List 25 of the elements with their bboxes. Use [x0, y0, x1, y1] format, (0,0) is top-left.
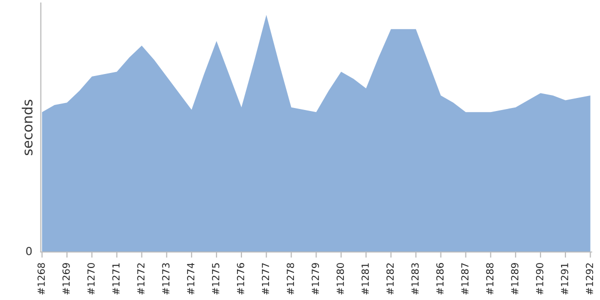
x-tick-label: #1277: [262, 263, 270, 295]
x-tick-label: #1268: [38, 263, 45, 295]
x-tick-label: #1271: [112, 263, 120, 295]
x-tick-label: #1270: [87, 263, 95, 295]
y-axis-title: seconds: [22, 100, 33, 156]
x-tick-label: #1272: [137, 263, 144, 295]
x-tick-label: #1276: [236, 263, 244, 295]
x-tick-label: #1275: [212, 263, 220, 295]
x-tick-label: #1274: [187, 262, 194, 295]
x-tick-label: #1279: [312, 263, 320, 295]
x-tick-label: #1286: [436, 263, 444, 295]
x-tick-label: #1273: [162, 263, 170, 295]
x-tick-label: #1280: [336, 263, 344, 295]
x-tick-label: #1269: [62, 263, 70, 295]
x-tick-label: #1288: [486, 263, 494, 295]
x-tick-label: #1278: [286, 263, 294, 295]
x-tick-label: #1292: [586, 263, 594, 295]
x-tick-label: #1290: [536, 263, 544, 295]
x-tick-label: #1291: [560, 263, 568, 295]
x-tick-label: #1282: [386, 263, 394, 295]
x-tick-label: #1289: [511, 263, 518, 295]
text: 0: [26, 246, 32, 256]
x-tick-label: #1283: [411, 263, 419, 295]
x-tick-label: #1281: [362, 263, 369, 295]
x-tick-label: #1287: [461, 263, 469, 295]
